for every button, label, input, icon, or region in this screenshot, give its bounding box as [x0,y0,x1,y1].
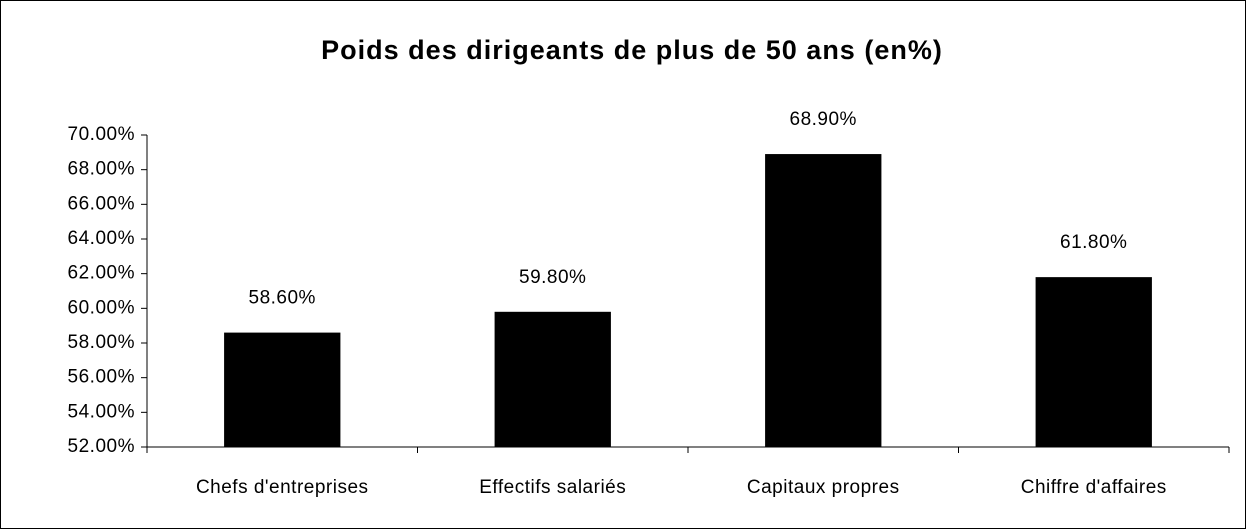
x-tick-label: Effectifs salariés [479,477,626,498]
y-tick-label: 68.00% [68,159,135,180]
y-tick-label: 66.00% [68,193,135,214]
chart-title: Poids des dirigeants de plus de 50 ans (… [321,35,943,65]
bar [224,332,341,447]
data-label: 58.60% [249,288,316,309]
x-tick-label: Chiffre d'affaires [1021,477,1167,498]
data-label: 68.90% [790,109,857,130]
y-tick-label: 62.00% [68,263,135,284]
y-tick-label: 56.00% [68,367,135,388]
y-tick-label: 54.00% [68,401,135,422]
y-tick-label: 58.00% [68,332,135,353]
data-label: 61.80% [1060,232,1127,253]
y-tick-label: 52.00% [68,436,135,457]
bar [1035,277,1152,447]
x-tick-label: Chefs d'entreprises [196,477,369,498]
y-tick-label: 60.00% [68,297,135,318]
x-tick-label: Capitaux propres [747,477,900,498]
y-tick-label: 70.00% [68,124,135,145]
bar [494,311,611,447]
bar [765,154,882,448]
data-label: 59.80% [519,267,586,288]
y-tick-label: 64.00% [68,228,135,249]
